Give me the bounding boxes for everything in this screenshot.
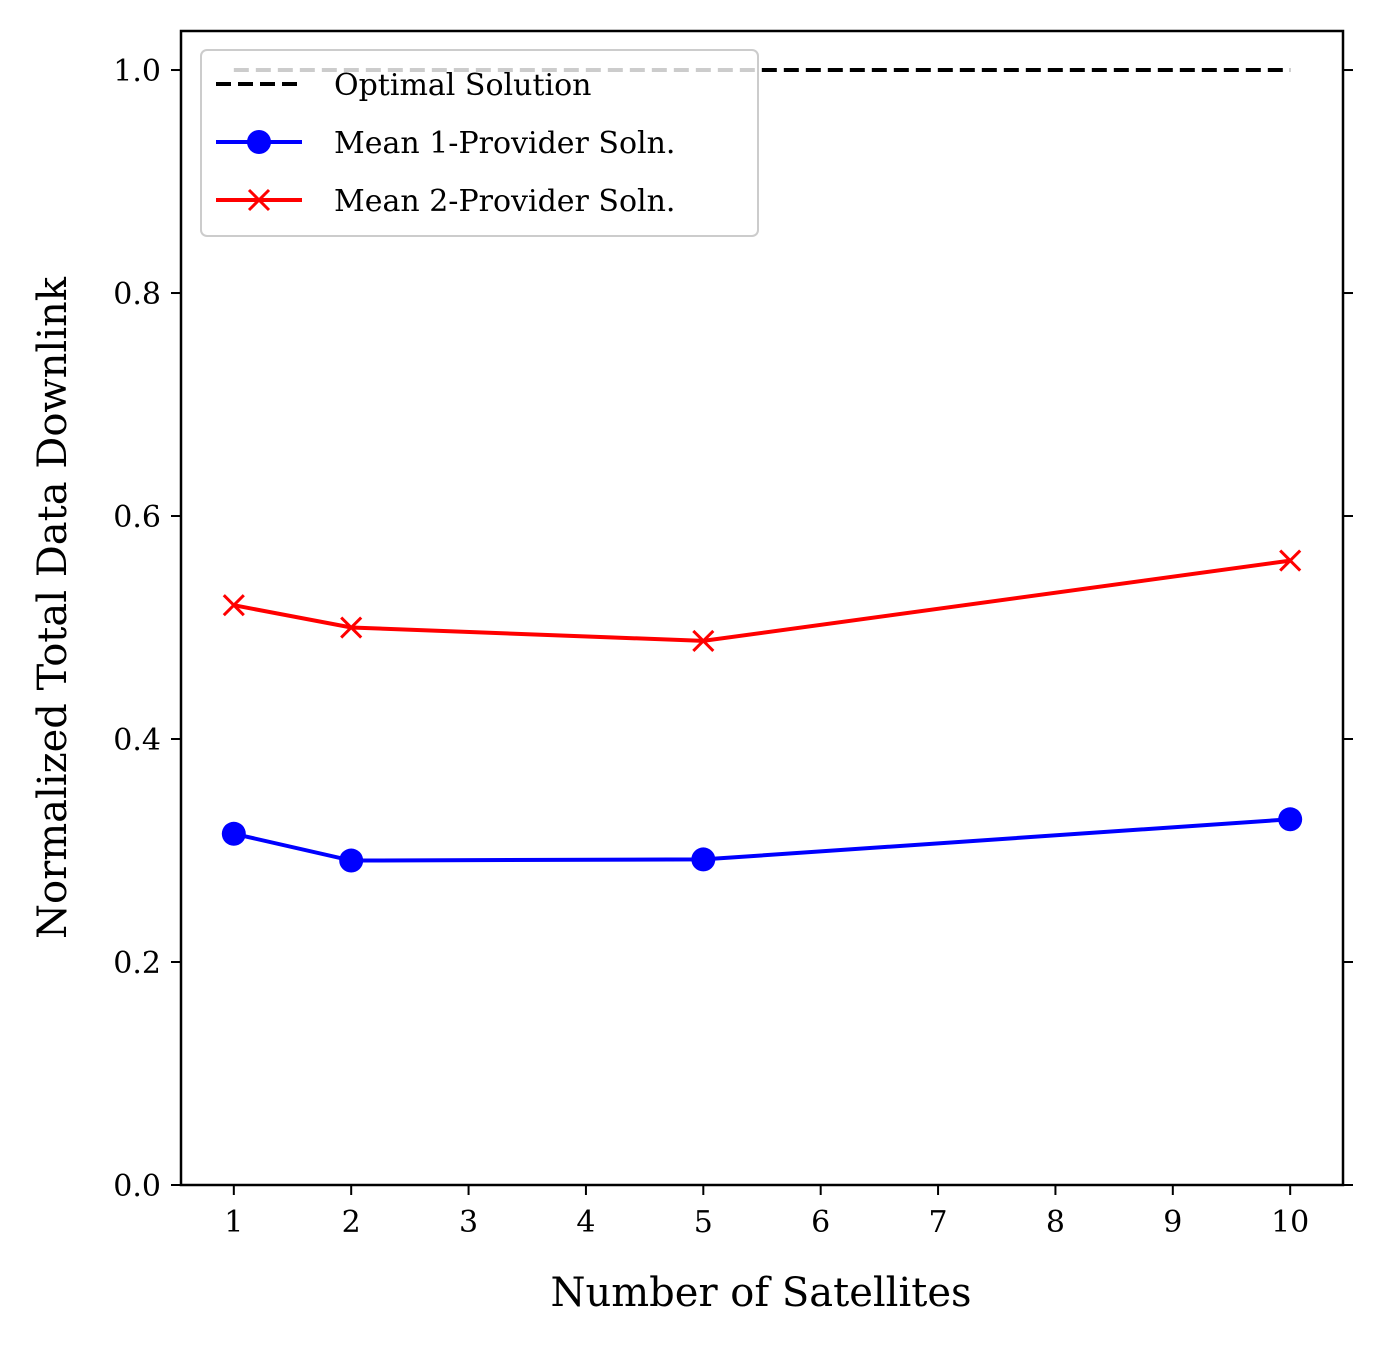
series-3-point-4 bbox=[1279, 549, 1302, 572]
y-tick-label: 0.0 bbox=[113, 1169, 161, 1204]
y-axis-label: Normalized Total Data Downlink bbox=[30, 276, 76, 939]
x-tick-label: 6 bbox=[811, 1205, 830, 1240]
legend-label-2: Mean 1-Provider Soln. bbox=[334, 126, 675, 161]
legend: Optimal Solution Mean 1-Provider Soln. Mea… bbox=[200, 49, 759, 237]
plot-area bbox=[221, 68, 1303, 873]
x-tick-label: 3 bbox=[459, 1205, 478, 1240]
y-tick-label: 0.6 bbox=[113, 500, 161, 535]
series-3-point-1 bbox=[222, 594, 245, 617]
legend-label-3: Mean 2-Provider Soln. bbox=[334, 184, 675, 219]
x-tick-label: 5 bbox=[694, 1205, 713, 1240]
series-3-point-3 bbox=[692, 629, 715, 652]
legend-marker-2 bbox=[247, 130, 271, 154]
x-tick-label: 1 bbox=[224, 1205, 243, 1240]
axes-frame bbox=[179, 29, 1345, 1187]
y-tick-label: 0.2 bbox=[113, 946, 161, 981]
series-2-point-4 bbox=[1278, 807, 1303, 832]
x-tick-label: 8 bbox=[1046, 1205, 1065, 1240]
y-tick-label: 0.8 bbox=[113, 277, 161, 312]
y-tick-label: 1.0 bbox=[113, 54, 161, 89]
legend-label-1: Optimal Solution bbox=[334, 68, 591, 103]
x-tick-label: 9 bbox=[1163, 1205, 1182, 1240]
x-tick-label: 2 bbox=[342, 1205, 361, 1240]
series-3-point-2 bbox=[340, 616, 363, 639]
series-2-point-1 bbox=[221, 821, 246, 846]
legend-marker-3 bbox=[247, 188, 271, 212]
legend-box bbox=[200, 49, 759, 237]
x-tick-label: 7 bbox=[929, 1205, 948, 1240]
series-line-2 bbox=[233, 817, 1291, 863]
x-tick-label: 10 bbox=[1271, 1205, 1309, 1240]
x-tick-label: 4 bbox=[576, 1205, 595, 1240]
axes: 1 2 3 4 5 6 7 8 9 10 0.0 0.2 0.4 0.6 0.8 1.0 bbox=[113, 29, 1353, 1240]
x-axis-label: Number of Satellites bbox=[550, 1270, 971, 1316]
series-2-point-2 bbox=[339, 848, 364, 873]
series-line-3 bbox=[233, 558, 1291, 643]
series-2-point-3 bbox=[691, 847, 716, 872]
y-tick-label: 0.4 bbox=[113, 723, 161, 758]
